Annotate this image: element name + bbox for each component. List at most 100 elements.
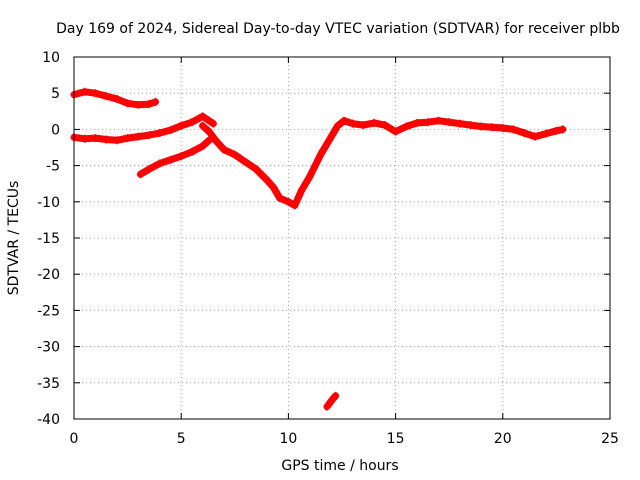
data-point xyxy=(510,125,517,134)
series-outlier-track xyxy=(323,391,340,411)
data-point xyxy=(371,118,378,127)
y-tick-label: -5 xyxy=(46,159,60,175)
tick-labels: 0 5 10 15 20 25 10 5 0 -5 -10 -15 -20 -25 -30 -35 -40 xyxy=(37,50,619,447)
data-point xyxy=(81,87,88,96)
data-point xyxy=(92,89,99,98)
data-point xyxy=(113,136,120,145)
data-point xyxy=(392,127,399,136)
data-point xyxy=(489,123,496,132)
data-point xyxy=(199,112,206,121)
y-tick-label: -15 xyxy=(37,231,60,247)
data-point xyxy=(381,121,388,130)
data-point xyxy=(328,132,335,141)
data-point xyxy=(553,126,560,135)
series-band xyxy=(137,136,213,178)
data-point xyxy=(414,118,421,127)
data-point xyxy=(199,121,206,130)
data-point xyxy=(542,129,549,138)
y-tick-label: 5 xyxy=(51,86,60,102)
data-point xyxy=(306,172,313,181)
data-point xyxy=(124,134,131,143)
data-point xyxy=(424,118,431,127)
data-point xyxy=(113,94,120,103)
data-point xyxy=(446,118,453,127)
data-point xyxy=(199,142,206,151)
y-tick-label: -35 xyxy=(37,376,60,392)
data-point xyxy=(531,132,538,141)
y-tick-label: -20 xyxy=(37,267,60,283)
y-tick-label: -10 xyxy=(37,195,60,211)
data-point xyxy=(456,119,463,128)
data-point xyxy=(253,165,260,174)
data-point xyxy=(298,186,305,195)
data-point xyxy=(178,121,185,130)
x-tick-label: 10 xyxy=(279,431,297,447)
data-point xyxy=(263,176,270,185)
data-point xyxy=(328,396,335,405)
data-point xyxy=(478,122,485,131)
data-point xyxy=(210,119,217,128)
data-point xyxy=(334,121,341,130)
data-point xyxy=(403,122,410,131)
x-tick-label: 20 xyxy=(494,431,512,447)
data-point xyxy=(285,197,292,206)
y-tick-label: -40 xyxy=(37,412,60,428)
data-point xyxy=(206,136,213,145)
grid xyxy=(74,57,610,419)
data-point xyxy=(332,391,339,400)
data-point xyxy=(167,126,174,135)
y-tick-label: -25 xyxy=(37,303,60,319)
data-point xyxy=(341,116,348,125)
series-main-track xyxy=(199,116,567,210)
data-point xyxy=(188,118,195,127)
data-point xyxy=(135,132,142,141)
data-point xyxy=(92,134,99,143)
data-point xyxy=(156,159,163,168)
data-point xyxy=(231,150,238,159)
data-point xyxy=(212,136,219,145)
y-tick-label: 10 xyxy=(42,50,60,66)
data-point xyxy=(221,145,228,154)
data-point xyxy=(103,135,110,144)
data-point xyxy=(521,129,528,138)
data-point xyxy=(435,116,442,125)
data-point xyxy=(206,127,213,136)
data-point xyxy=(103,92,110,101)
data-point xyxy=(81,134,88,143)
data-point xyxy=(178,152,185,161)
data-point xyxy=(291,201,298,210)
data-point xyxy=(146,100,153,109)
y-tick-label: 0 xyxy=(51,122,60,138)
data-point xyxy=(323,402,330,411)
data-point xyxy=(276,194,283,203)
data-point xyxy=(137,170,144,179)
data-point xyxy=(146,131,153,140)
x-axis-label: GPS time / hours xyxy=(281,458,398,474)
x-tick-label: 0 xyxy=(70,431,79,447)
data-point xyxy=(349,119,356,128)
data-point xyxy=(188,147,195,156)
data-point xyxy=(146,165,153,174)
data-point xyxy=(167,155,174,164)
x-tick-label: 5 xyxy=(177,431,186,447)
series-lower-track xyxy=(137,136,213,179)
data-point xyxy=(499,123,506,132)
data-point xyxy=(360,121,367,130)
data-point xyxy=(156,129,163,138)
chart-title: Day 169 of 2024, Sidereal Day-to-day VTE… xyxy=(56,21,620,37)
y-tick-label: -30 xyxy=(37,340,60,356)
y-axis-label: SDTVAR / TECUs xyxy=(6,181,22,296)
data-point xyxy=(135,100,142,109)
x-tick-label: 15 xyxy=(387,431,405,447)
data-series xyxy=(70,87,567,411)
data-point xyxy=(559,125,566,134)
data-point xyxy=(152,97,159,106)
data-point xyxy=(270,183,277,192)
x-tick-label: 25 xyxy=(601,431,619,447)
data-point xyxy=(317,150,324,159)
plot-frame xyxy=(73,56,611,420)
data-point xyxy=(124,99,131,108)
data-point xyxy=(242,157,249,166)
